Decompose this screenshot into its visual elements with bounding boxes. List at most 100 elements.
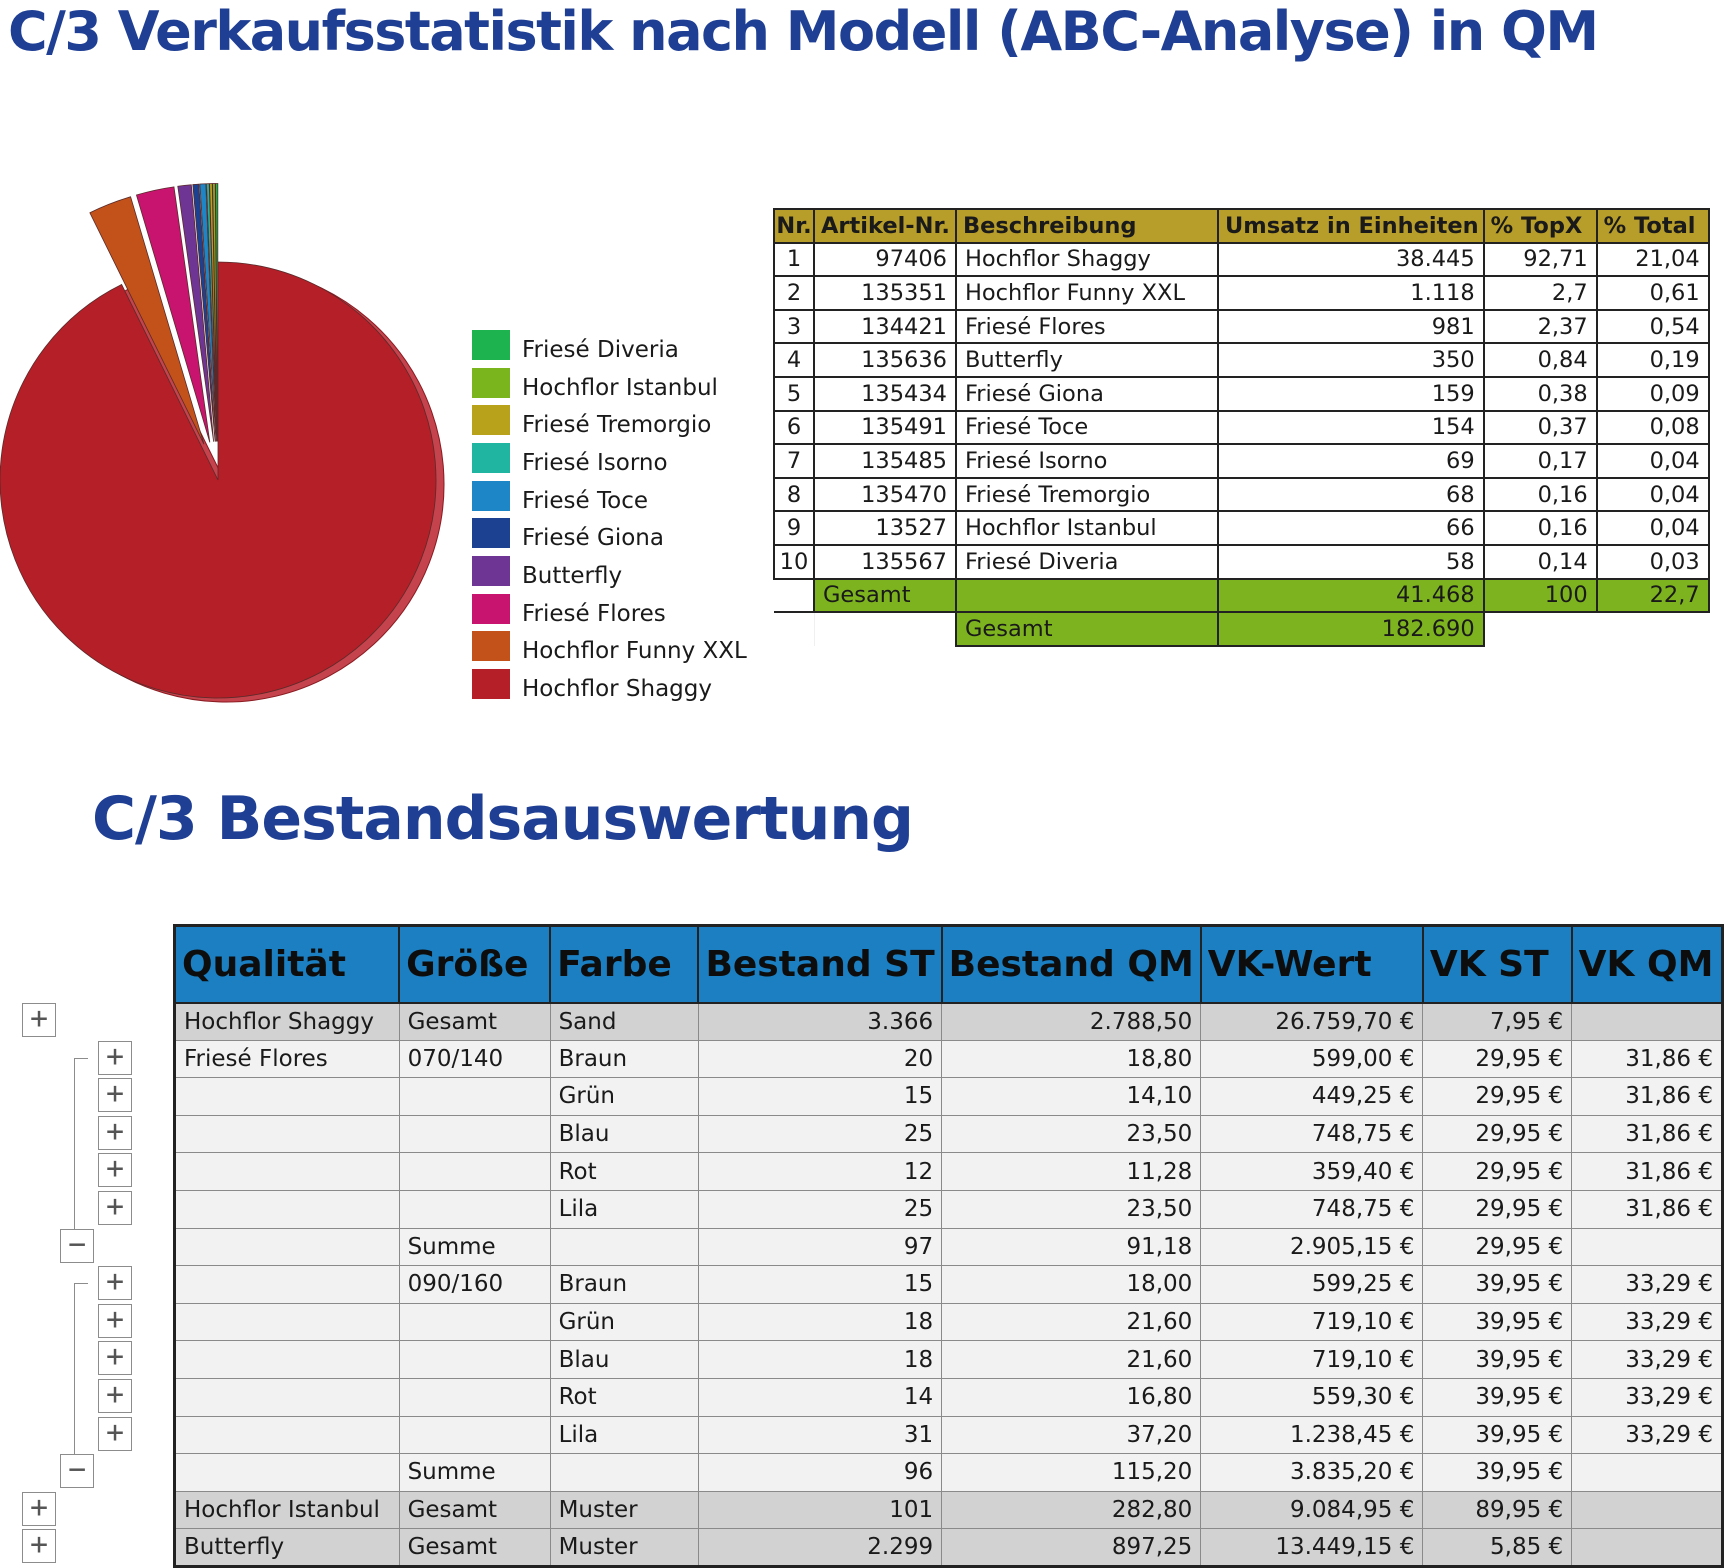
inventory-cell: 18	[697, 1340, 943, 1379]
abc-cell: 10	[773, 543, 815, 580]
legend-label: Friesé Diveria	[522, 336, 679, 363]
abc-grand-total-label: Gesamt	[955, 611, 1219, 647]
inventory-cell: 33,29 €	[1571, 1340, 1723, 1379]
inventory-cell: 23,50	[941, 1189, 1202, 1229]
inventory-cell: 29,95 €	[1422, 1227, 1573, 1267]
abc-cell: 0,03	[1595, 543, 1710, 580]
abc-cell: Hochflor Shaggy	[955, 241, 1219, 278]
inventory-cell	[174, 1453, 400, 1492]
inventory-cell	[174, 1377, 400, 1417]
inventory-cell: 449,25 €	[1200, 1077, 1424, 1116]
abc-cell: 92,71	[1482, 241, 1598, 278]
inventory-cell	[1571, 1227, 1723, 1267]
inventory-cell: 9.084,95 €	[1200, 1490, 1424, 1530]
inventory-cell: 101	[697, 1490, 943, 1530]
expand-group-button[interactable]: +	[98, 1303, 132, 1338]
inventory-cell: 89,95 €	[1422, 1490, 1573, 1530]
inventory-cell: 39,95 €	[1422, 1302, 1573, 1342]
inventory-cell: 3.366	[697, 1002, 943, 1041]
inventory-cell: Gesamt	[398, 1002, 551, 1041]
inventory-cell: 39,95 €	[1422, 1453, 1573, 1492]
abc-cell: 135351	[813, 275, 957, 311]
collapse-group-button[interactable]: −	[60, 1454, 94, 1489]
inventory-cell: Muster	[549, 1528, 699, 1567]
abc-cell: 0,04	[1595, 476, 1710, 513]
expand-group-button[interactable]: +	[98, 1341, 132, 1376]
legend-label: Hochflor Shaggy	[522, 676, 712, 703]
pie-slice	[135, 186, 211, 443]
legend-item: Butterfly	[472, 552, 747, 590]
inventory-cell	[1571, 1002, 1723, 1041]
inventory-row: Hochflor Shaggy Gesamt Sand 3.366 2.788,50 26…	[174, 1002, 1723, 1041]
legend-label: Butterfly	[522, 562, 623, 589]
inventory-cell: 599,00 €	[1200, 1039, 1424, 1079]
expand-group-button[interactable]: +	[98, 1191, 132, 1225]
abc-grand-total-row: Gesamt 182.690	[774, 611, 1709, 647]
expand-group-button[interactable]: +	[22, 1529, 56, 1564]
section-title-bestand: C/3 Bestandsauswertung	[92, 784, 914, 854]
expand-group-button[interactable]: +	[98, 1078, 132, 1113]
collapse-group-button[interactable]: −	[60, 1228, 94, 1263]
abc-subtotal-label: Gesamt	[813, 577, 957, 614]
expand-group-button[interactable]: +	[98, 1115, 132, 1150]
inventory-cell: Lila	[549, 1189, 699, 1229]
expand-group-button[interactable]: +	[98, 1379, 132, 1413]
abc-cell: Hochflor Funny XXL	[955, 275, 1219, 311]
expand-group-button[interactable]: +	[98, 1153, 132, 1188]
abc-cell: 0,17	[1482, 443, 1598, 479]
expand-group-button[interactable]: +	[98, 1416, 132, 1451]
abc-cell: 1.118	[1217, 275, 1485, 311]
inventory-cell: Summe	[398, 1453, 551, 1492]
pie-slice	[177, 184, 215, 442]
expand-group-button[interactable]: +	[98, 1266, 132, 1301]
inventory-row: Grün 18 21,60 719,10 €39,95 €33,29 €	[174, 1302, 1723, 1342]
abc-cell: 350	[1217, 342, 1485, 378]
abc-cell: 135636	[813, 342, 957, 378]
inventory-cell: 14,10	[941, 1077, 1202, 1116]
inventory-cell: Rot	[549, 1152, 699, 1191]
pie-slice	[206, 183, 218, 442]
inventory-cell: 897,25	[941, 1528, 1202, 1567]
inventory-column-header: Bestand ST	[697, 924, 943, 1004]
expand-group-button[interactable]: +	[22, 1003, 56, 1037]
abc-column-header: % TopX	[1482, 208, 1598, 244]
abc-cell: 0,84	[1482, 342, 1598, 378]
inventory-row: Grün 15 14,10 449,25 €29,95 €31,86 €	[174, 1077, 1723, 1116]
abc-column-header: Umsatz in Einheiten	[1217, 208, 1485, 244]
legend-label: Friesé Isorno	[522, 449, 668, 476]
chart-legend: Friesé Diveria Hochflor Istanbul Friesé Tr…	[472, 326, 747, 703]
legend-item: Friesé Tremorgio	[472, 401, 747, 439]
inventory-cell	[398, 1189, 551, 1229]
inventory-row: Lila 25 23,50 748,75 €29,95 €31,86 €	[174, 1189, 1723, 1229]
inventory-cell	[174, 1340, 400, 1379]
abc-cell: 135434	[813, 375, 957, 412]
pie-slice	[89, 196, 205, 445]
legend-item: Hochflor Shaggy	[472, 665, 747, 703]
legend-item: Hochflor Istanbul	[472, 364, 747, 402]
inventory-row: Hochflor Istanbul Gesamt Muster 101 282,80 9.…	[174, 1490, 1723, 1530]
inventory-cell: 31,86 €	[1571, 1039, 1723, 1079]
inventory-cell: 39,95 €	[1422, 1377, 1573, 1417]
outline-bracket	[74, 1057, 75, 1229]
inventory-cell: 33,29 €	[1571, 1377, 1723, 1417]
inventory-row: Lila 31 37,20 1.238,45 €39,95 €33,29 €	[174, 1415, 1723, 1455]
inventory-cell: 29,95 €	[1422, 1189, 1573, 1229]
abc-cell: Friesé Diveria	[955, 543, 1219, 580]
inventory-cell	[1571, 1490, 1723, 1530]
inventory-cell: 2.788,50	[941, 1002, 1202, 1041]
inventory-cell	[174, 1415, 400, 1455]
abc-subtotal-units: 41.468	[1217, 577, 1485, 614]
inventory-cell: 33,29 €	[1571, 1415, 1723, 1455]
inventory-cell: 31	[697, 1415, 943, 1455]
abc-empty-cell	[813, 611, 957, 646]
inventory-cell: 2.905,15 €	[1200, 1227, 1424, 1267]
inventory-cell: 748,75 €	[1200, 1189, 1424, 1229]
expand-group-button[interactable]: +	[22, 1491, 56, 1526]
legend-label: Hochflor Funny XXL	[522, 638, 747, 665]
legend-swatch	[472, 669, 510, 700]
expand-group-button[interactable]: +	[98, 1040, 132, 1075]
inventory-cell: Blau	[549, 1340, 699, 1379]
inventory-column-header: VK QM	[1570, 924, 1724, 1004]
abc-cell: 0,08	[1595, 409, 1710, 446]
inventory-cell: Hochflor Istanbul	[174, 1490, 400, 1530]
